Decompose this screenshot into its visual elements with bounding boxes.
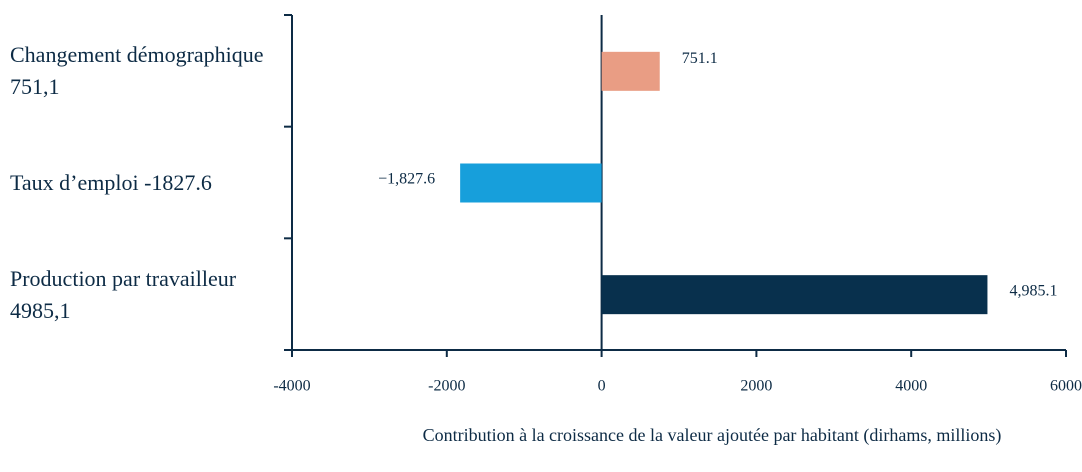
x-axis-title: Contribution à la croissance de la valeu… xyxy=(423,425,1002,446)
value-label: −1,827.6 xyxy=(378,171,435,188)
value-label: 751.1 xyxy=(682,50,718,67)
x-tick-label: 2000 xyxy=(740,378,772,395)
y-category-label: Changement démographique 751,1 xyxy=(10,42,264,100)
bar xyxy=(460,163,602,203)
y-category-label: Production par travailleur 4985,1 xyxy=(10,265,237,323)
y-category-label: Taux d’emploi -1827.6 xyxy=(10,170,212,195)
x-tick-label: -4000 xyxy=(273,378,310,395)
x-tick-label: 4000 xyxy=(895,378,927,395)
value-label: 4,985.1 xyxy=(1009,282,1057,299)
x-tick-label: 0 xyxy=(598,378,606,395)
bar xyxy=(601,275,988,315)
bar xyxy=(601,51,660,91)
x-tick-label: -2000 xyxy=(428,378,465,395)
x-tick-label: 6000 xyxy=(1050,378,1082,395)
